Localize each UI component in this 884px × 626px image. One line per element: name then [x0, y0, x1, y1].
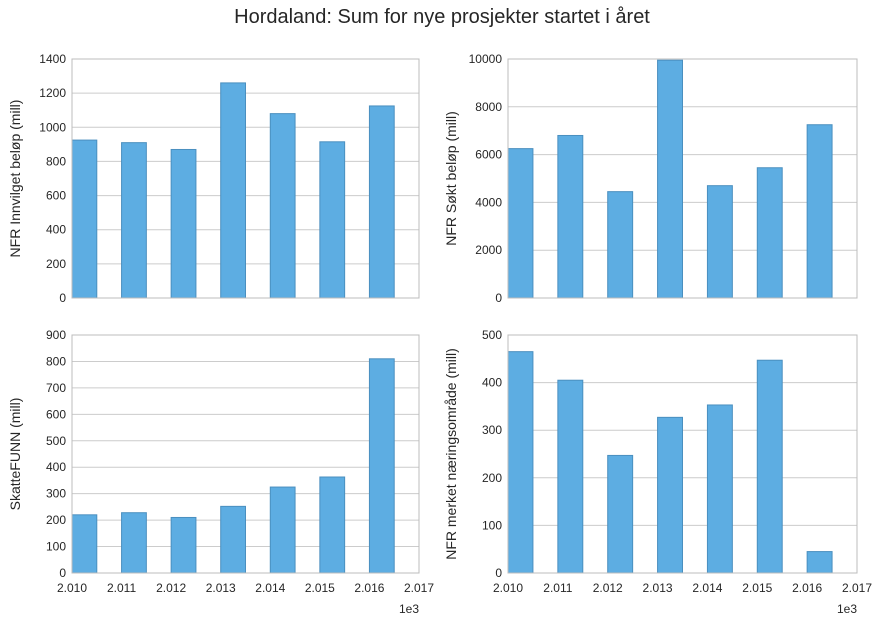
chart-panel-sokt: 0 2000 4000 6000 8000 10000 NFR Søkt beløp (mi…	[443, 52, 858, 305]
x-tick-label: 2.014	[255, 581, 285, 595]
y-tick-label: 400	[482, 376, 502, 390]
x-tick-label: 2.010	[57, 581, 87, 595]
y-tick-label: 600	[46, 189, 66, 203]
x-tick-label: 2.015	[742, 581, 772, 595]
bar	[756, 167, 783, 299]
x-tick-label: 2.011	[107, 581, 136, 595]
bar	[269, 113, 296, 299]
bar	[756, 359, 783, 574]
y-tick-label: 1200	[39, 86, 66, 100]
bar	[657, 416, 683, 574]
bar	[557, 379, 584, 574]
x-offset-label: 1e3	[399, 602, 419, 616]
y-tick-label: 200	[46, 513, 66, 527]
y-tick-label: 4000	[475, 195, 502, 209]
y-tick-label: 500	[46, 434, 66, 448]
x-offset-label: 1e3	[837, 602, 857, 616]
x-tick-label: 2.011	[543, 581, 572, 595]
bar	[507, 148, 534, 299]
y-tick-label: 300	[46, 487, 66, 501]
y-tick-label: 200	[482, 471, 502, 485]
bar	[706, 185, 733, 299]
bar	[806, 124, 833, 299]
x-tick-label: 2.015	[305, 581, 335, 595]
chart-panel-naeringsomrade: 0 100 200 300 400 500 2.010 2.011 2.012 2.013 2.01…	[443, 328, 872, 616]
y-tick-label: 300	[482, 423, 502, 437]
y-tick-label: 10000	[469, 52, 503, 66]
y-tick-label: 600	[46, 407, 66, 421]
axes-frame	[71, 58, 420, 299]
axes-frame	[507, 334, 858, 574]
bar	[706, 404, 733, 574]
axes-frame	[507, 58, 858, 299]
y-tick-label: 0	[59, 291, 66, 305]
y-tick-label: 200	[46, 257, 66, 271]
y-tick-label: 2000	[475, 243, 502, 257]
y-axis-label: NFR Innvilget beløp (mill)	[7, 100, 23, 258]
bar	[319, 476, 346, 574]
bar	[319, 141, 346, 299]
y-tick-label: 8000	[475, 100, 502, 114]
y-axis-label: NFR Søkt beløp (mill)	[443, 111, 459, 246]
axes-frame	[71, 334, 420, 574]
x-tick-label: 2.010	[493, 581, 523, 595]
x-tick-label: 2.016	[792, 581, 822, 595]
bar	[657, 59, 683, 299]
chart-panel-innvilget: 0 200 400 600 800 1000 1200 1400 NFR Innvilget b…	[7, 52, 420, 305]
bar	[607, 454, 634, 574]
y-tick-label: 100	[46, 540, 66, 554]
x-tick-label: 2.017	[842, 581, 872, 595]
y-tick-label: 400	[46, 460, 66, 474]
bar	[557, 134, 584, 299]
x-tick-label: 2.013	[206, 581, 236, 595]
y-tick-label: 800	[46, 354, 66, 368]
bar	[71, 514, 98, 574]
bar	[806, 551, 833, 574]
y-tick-label: 900	[46, 328, 66, 342]
x-tick-label: 2.017	[404, 581, 434, 595]
bar	[269, 486, 296, 574]
y-tick-label: 0	[495, 566, 502, 580]
bar	[121, 142, 147, 299]
bar	[170, 148, 197, 299]
y-tick-label: 0	[59, 566, 66, 580]
chart-panel-skattefunn: 0 100 200 300 400 500 600 700 800 900 2.010 2.011 2.…	[7, 328, 434, 616]
x-tick-label: 2.012	[156, 581, 186, 595]
bar	[220, 82, 246, 299]
bar	[121, 512, 147, 574]
y-axis-label: SkatteFUNN (mill)	[7, 398, 23, 511]
y-tick-label: 6000	[475, 148, 502, 162]
figure-title: Hordaland: Sum for nye prosjekter starte…	[234, 6, 650, 28]
bar	[607, 191, 634, 299]
x-tick-label: 2.016	[354, 581, 384, 595]
bar	[71, 139, 98, 299]
bar	[507, 351, 534, 574]
y-tick-label: 500	[482, 328, 502, 342]
bar	[368, 105, 395, 299]
y-tick-label: 100	[482, 518, 502, 532]
x-tick-label: 2.012	[593, 581, 623, 595]
y-tick-label: 700	[46, 381, 66, 395]
x-tick-label: 2.013	[643, 581, 673, 595]
bar	[170, 516, 197, 574]
y-tick-label: 800	[46, 154, 66, 168]
bar	[368, 358, 395, 574]
y-tick-label: 1400	[39, 52, 66, 66]
y-axis-label: NFR merket næringsområde (mill)	[443, 348, 459, 560]
y-tick-label: 0	[495, 291, 502, 305]
x-tick-label: 2.014	[692, 581, 722, 595]
y-tick-label: 1000	[39, 120, 66, 134]
bar	[220, 505, 246, 574]
y-tick-label: 400	[46, 223, 66, 237]
